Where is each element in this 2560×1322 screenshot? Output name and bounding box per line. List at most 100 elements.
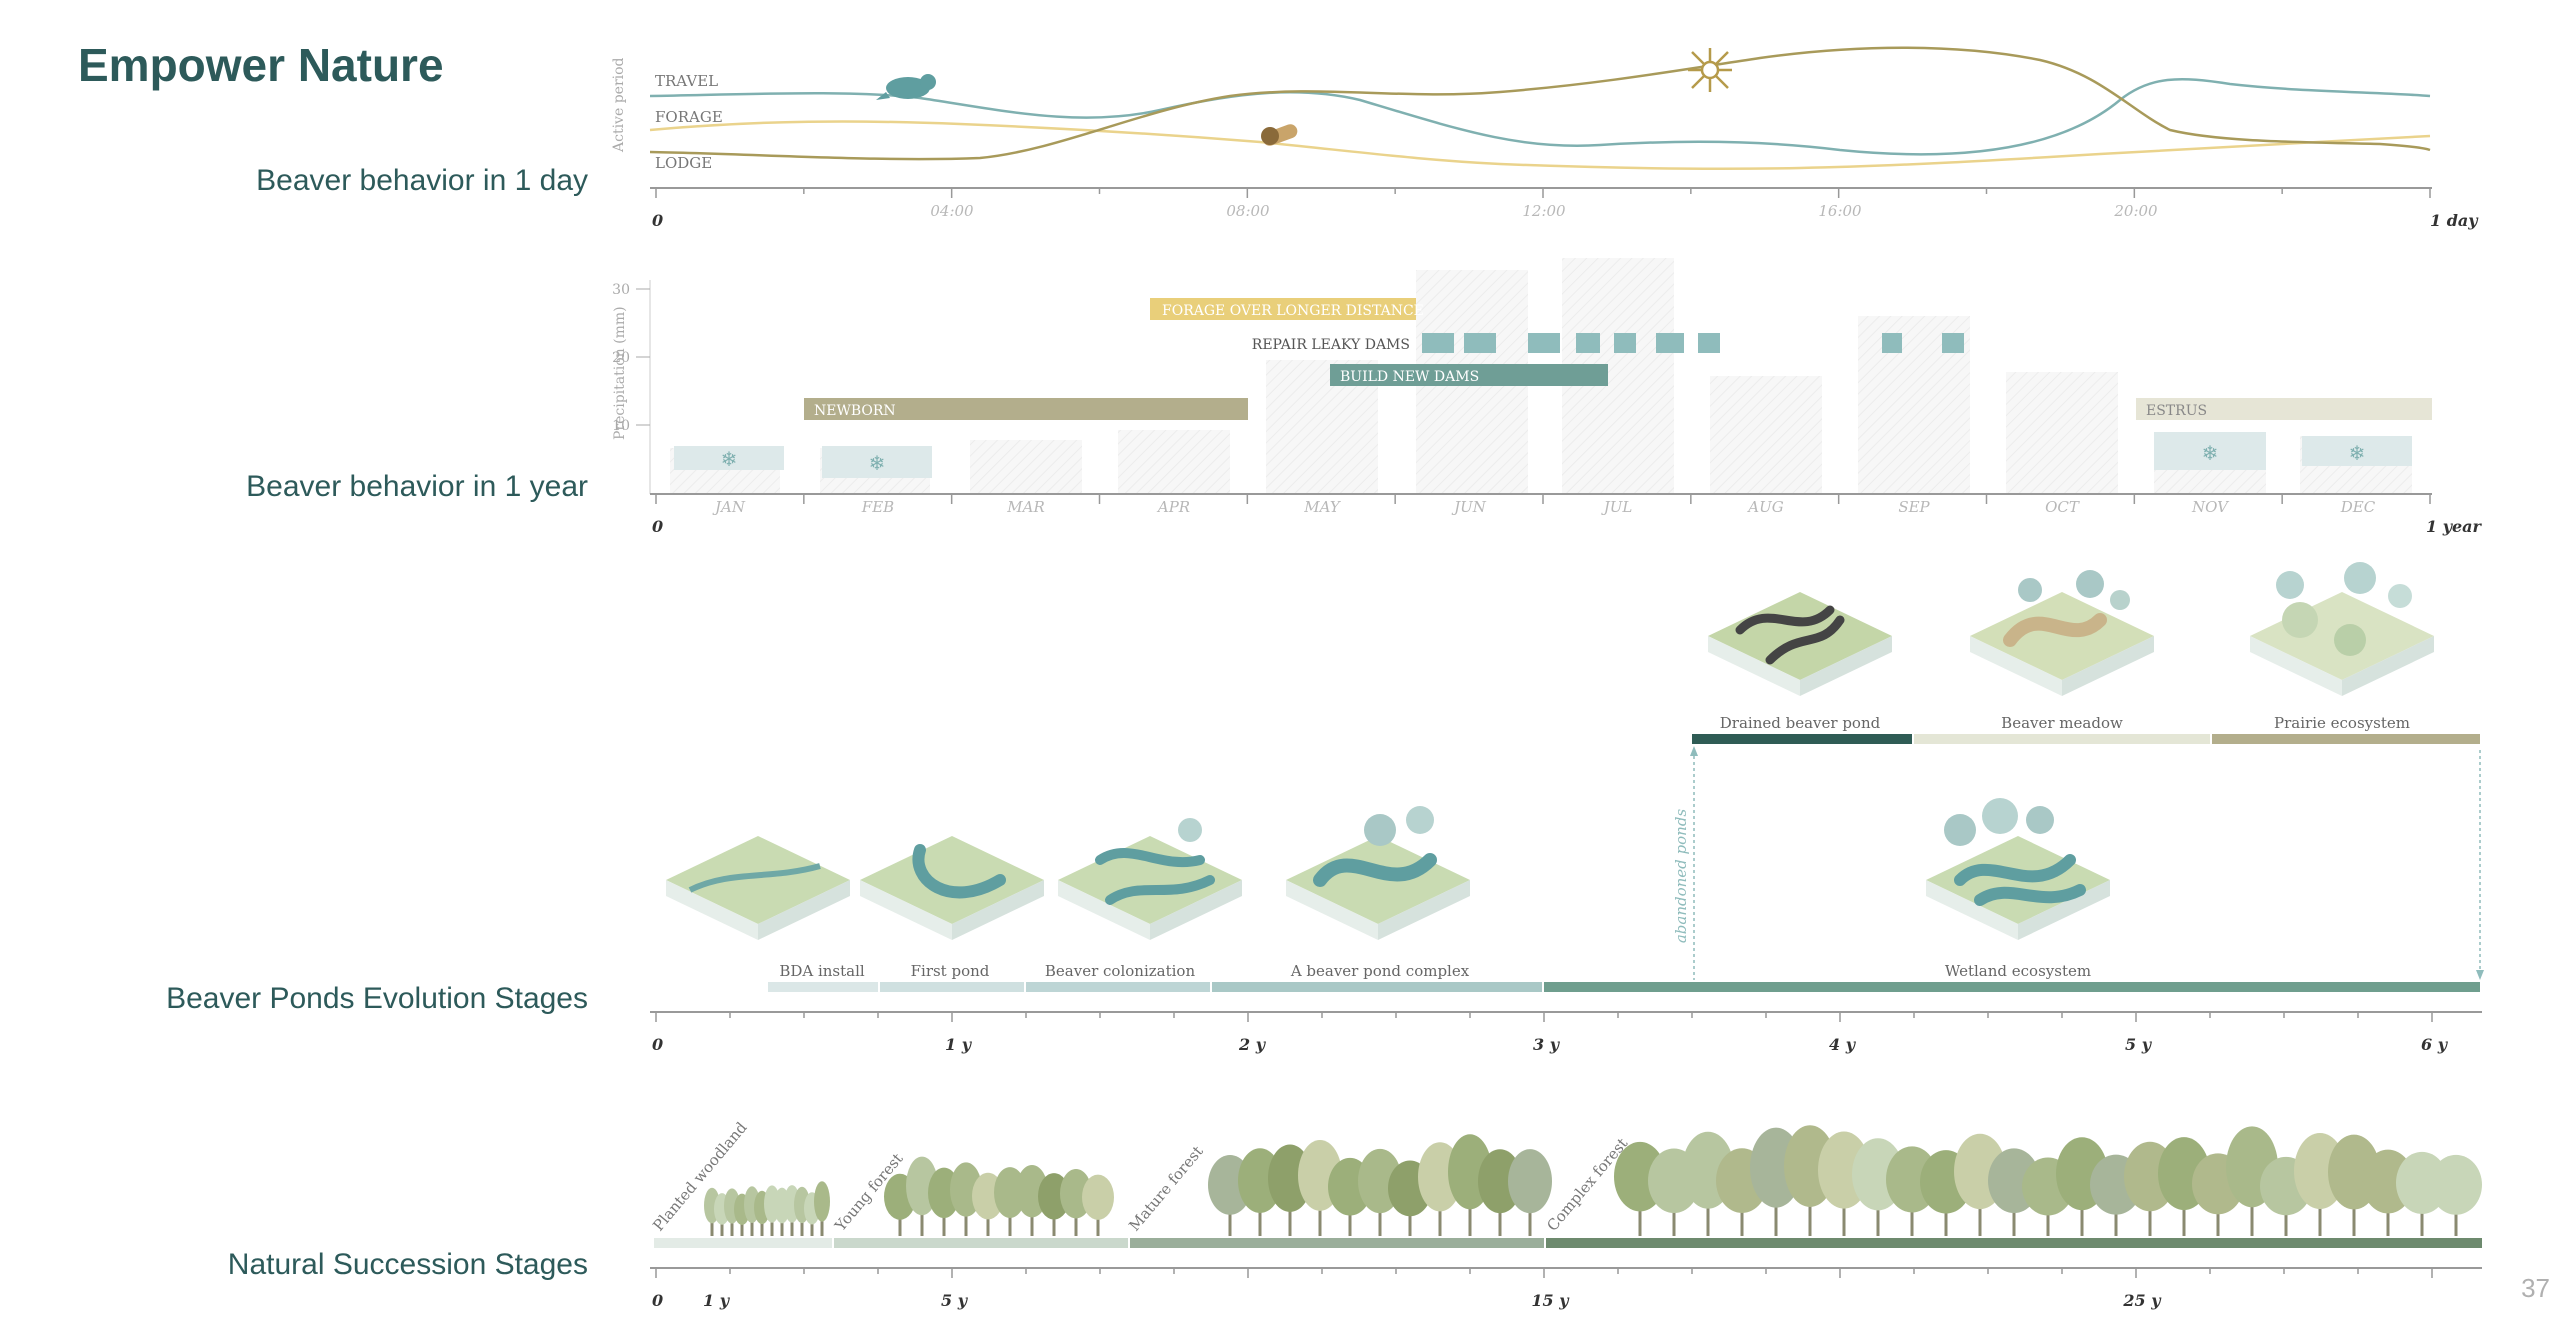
forage-bar: [1150, 298, 1416, 320]
bar-mature: [1130, 1238, 1544, 1248]
tile-wetland: [1926, 798, 2110, 940]
ponds-tick-3: 3 y: [1533, 1035, 1561, 1054]
tree-trunk: [1944, 1198, 1948, 1236]
tree-trunk: [790, 1213, 794, 1236]
snowflake-icon: ❄: [721, 447, 738, 471]
bar-planted: [654, 1238, 832, 1248]
bar-drained-pond: [1692, 734, 1912, 744]
succession-tick-marks: [655, 1268, 2433, 1278]
month-label: AUG: [1746, 498, 1783, 516]
tree-trunk: [1978, 1191, 1982, 1236]
tree-trunk: [1348, 1201, 1352, 1236]
tree-trunk: [964, 1203, 968, 1236]
day-tick-5: 20:00: [2113, 202, 2158, 220]
bar-complex: [1546, 1238, 2482, 1248]
month-label: MAY: [1303, 498, 1342, 516]
tree-trunk: [2148, 1194, 2152, 1236]
tree-trunk: [1258, 1197, 1262, 1236]
lane-travel: TRAVEL: [655, 72, 718, 90]
tree-trunk: [1052, 1208, 1056, 1236]
lodge-curve: [649, 46, 2431, 161]
tree-trunk: [710, 1214, 714, 1236]
month-labels: JAN FEB MAR APR MAY JUN JUL AUG SEP OCT NOV DEC: [712, 498, 2376, 516]
month-label: JAN: [712, 498, 746, 516]
estrus-bar: [2136, 398, 2432, 420]
month-label: MAR: [1006, 498, 1045, 516]
build-bar: [1330, 364, 1608, 386]
ponds-tick-1: 1 y: [945, 1035, 973, 1054]
repair-block: [1422, 333, 1454, 353]
tree-trunk: [2080, 1192, 2084, 1236]
sun-icon: [1688, 48, 1732, 92]
tree-trunk: [1096, 1209, 1100, 1236]
tree-trunk: [1008, 1205, 1012, 1236]
stage-drained-pond: Drained beaver pond: [1720, 714, 1881, 732]
year-chart: Precipitation (mm) 30 20 10 ❄ ❄ ❄ ❄ FORA…: [612, 258, 2483, 536]
tree-trunk: [810, 1216, 814, 1236]
tree-trunk: [2046, 1201, 2050, 1236]
abandoned-label: abandoned ponds: [1672, 809, 1690, 944]
forage-bar-label: FORAGE OVER LONGER DISTANCE: [1162, 303, 1424, 319]
tree-trunk: [2182, 1192, 2186, 1236]
precip-apr: [1118, 430, 1230, 494]
lane-lodge: LODGE: [655, 154, 712, 172]
succ-tick-4: 25 y: [2122, 1291, 2162, 1310]
ytick-20: 20: [612, 350, 630, 366]
repair-block: [1528, 333, 1560, 353]
stage-mature: Mature forest: [1125, 1142, 1206, 1234]
year-end: 1 year: [2426, 517, 2483, 536]
tree-trunk: [1638, 1194, 1642, 1236]
tree-trunk: [770, 1213, 774, 1236]
tree-trunk: [2454, 1200, 2458, 1236]
bar-pond-complex: [1212, 982, 1542, 992]
day-tick-6: 1 day: [2430, 211, 2479, 230]
tile-bda-install: [666, 836, 850, 940]
day-tick-marks: [655, 188, 2431, 198]
lane-forage: FORAGE: [655, 108, 723, 126]
tree-trunk: [1030, 1204, 1034, 1236]
snow-nov: [2154, 432, 2266, 470]
tree-trunk: [1842, 1190, 1846, 1236]
month-label: FEB: [861, 498, 894, 516]
estrus-bar-label: ESTRUS: [2146, 403, 2207, 419]
tree-trunk: [1468, 1191, 1472, 1236]
tree-crown: [2430, 1154, 2482, 1215]
month-label: SEP: [1898, 498, 1930, 516]
day-tick-0: 0: [652, 211, 663, 230]
tree-trunk: [2352, 1191, 2356, 1236]
forest-illustration: [704, 1125, 2482, 1236]
stage-first-pond: First pond: [911, 962, 990, 980]
tree-trunk: [820, 1212, 824, 1236]
tree-trunk: [2386, 1198, 2390, 1236]
year-row-label: Beaver behavior in 1 year: [246, 470, 588, 503]
tree-trunk: [1074, 1206, 1078, 1236]
year-tick-marks: [655, 494, 2431, 504]
tree-trunk: [2216, 1199, 2220, 1236]
tree-trunk: [898, 1208, 902, 1236]
bar-prairie: [2212, 734, 2480, 744]
tree-crown: [814, 1181, 830, 1222]
day-row-label: Beaver behavior in 1 day: [256, 164, 588, 197]
tree-trunk: [1528, 1198, 1532, 1236]
year-start: 0: [652, 517, 663, 536]
month-label: OCT: [2045, 498, 2080, 516]
tree-trunk: [2250, 1188, 2254, 1236]
month-label: APR: [1156, 498, 1190, 516]
beaver-icon: [876, 74, 936, 100]
day-tick-4: 16:00: [1818, 202, 1862, 220]
snow-dec: [2302, 436, 2412, 466]
snow-feb: [822, 446, 932, 478]
ponds-tick-2: 2 y: [1238, 1035, 1267, 1054]
tree-trunk: [740, 1217, 744, 1236]
day-tick-1: 04:00: [930, 202, 974, 220]
stage-wetland: Wetland ecosystem: [1945, 962, 2091, 980]
year-ylabel: Precipitation (mm): [612, 306, 628, 440]
tile-first-pond: [860, 836, 1044, 940]
tree-trunk: [2318, 1190, 2322, 1236]
tile-prairie: [2250, 562, 2434, 696]
tree-trunk: [920, 1201, 924, 1236]
tree-trunk: [1408, 1202, 1412, 1236]
snowflake-icon: ❄: [2349, 441, 2366, 465]
tree-crown: [1082, 1174, 1114, 1220]
month-label: DEC: [2340, 498, 2376, 516]
